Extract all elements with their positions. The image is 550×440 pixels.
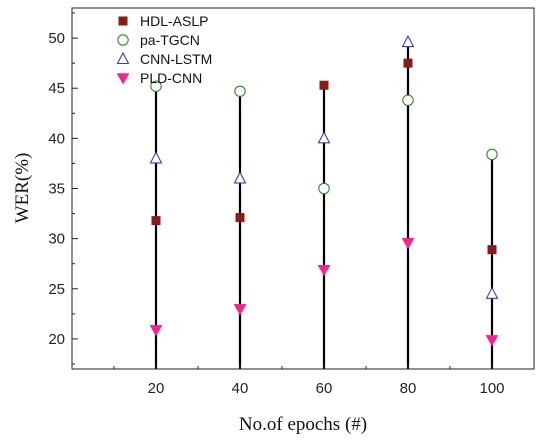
hdl-aslp-point [151, 216, 161, 226]
points-layer [149, 34, 499, 347]
y-tick-label: 20 [48, 331, 65, 348]
pa-tgcn-point [234, 85, 246, 97]
y-axis-title: WER(%) [12, 153, 33, 224]
legend-label-hdl-aslp: HDL-ASLP [140, 13, 208, 29]
y-tick-label: 40 [48, 130, 65, 147]
y-tick-label: 30 [48, 231, 65, 248]
stems-layer [154, 42, 494, 369]
legend-label-pa-tgcn: pa-TGCN [140, 32, 200, 48]
legend-marker-cnn-lstm [116, 51, 130, 65]
cnn-lstm-point [401, 34, 415, 48]
hdl-aslp-point [319, 80, 329, 90]
cnn-lstm-point [317, 131, 331, 144]
y-tick-label: 45 [48, 80, 65, 97]
cnn-lstm-point [149, 151, 163, 164]
legend-marker-hdl-aslp [118, 16, 128, 26]
cnn-lstm-point [485, 286, 499, 299]
pld-cnn-point [149, 325, 163, 337]
pld-cnn-point [485, 335, 499, 347]
x-tick-label: 20 [148, 380, 165, 397]
hdl-aslp-point [235, 213, 245, 223]
cnn-lstm-point [233, 171, 247, 184]
x-tick-label: 80 [400, 380, 417, 397]
hdl-aslp-point [403, 58, 413, 68]
legend-marker-pa-tgcn [117, 34, 129, 46]
y-tick-label: 35 [48, 181, 65, 198]
ticks-layer: 20 40 60 80 100 20 25 30 35 40 45 50 [48, 12, 505, 397]
pld-cnn-point [401, 237, 415, 250]
pld-cnn-point [317, 264, 331, 277]
y-tick-label: 25 [48, 281, 65, 298]
legend-marker-pld-cnn [116, 73, 130, 85]
legend-label-pld-cnn: PLD-CNN [140, 70, 202, 86]
pa-tgcn-point [150, 80, 162, 92]
y-tick-label: 50 [48, 30, 65, 47]
x-axis-title: No.of epochs (#) [239, 414, 367, 435]
hdl-aslp-point [487, 245, 497, 255]
legend: HDL-ASLP pa-TGCN CNN-LSTM PLD-CNN [116, 13, 212, 86]
x-tick-label: 60 [316, 380, 333, 397]
pa-tgcn-point [402, 94, 414, 107]
legend-label-cnn-lstm: CNN-LSTM [140, 51, 212, 67]
x-tick-label: 100 [479, 380, 504, 397]
pa-tgcn-point [318, 182, 330, 195]
x-tick-label: 40 [232, 380, 249, 397]
pld-cnn-point [233, 304, 247, 316]
pa-tgcn-point [486, 148, 498, 161]
